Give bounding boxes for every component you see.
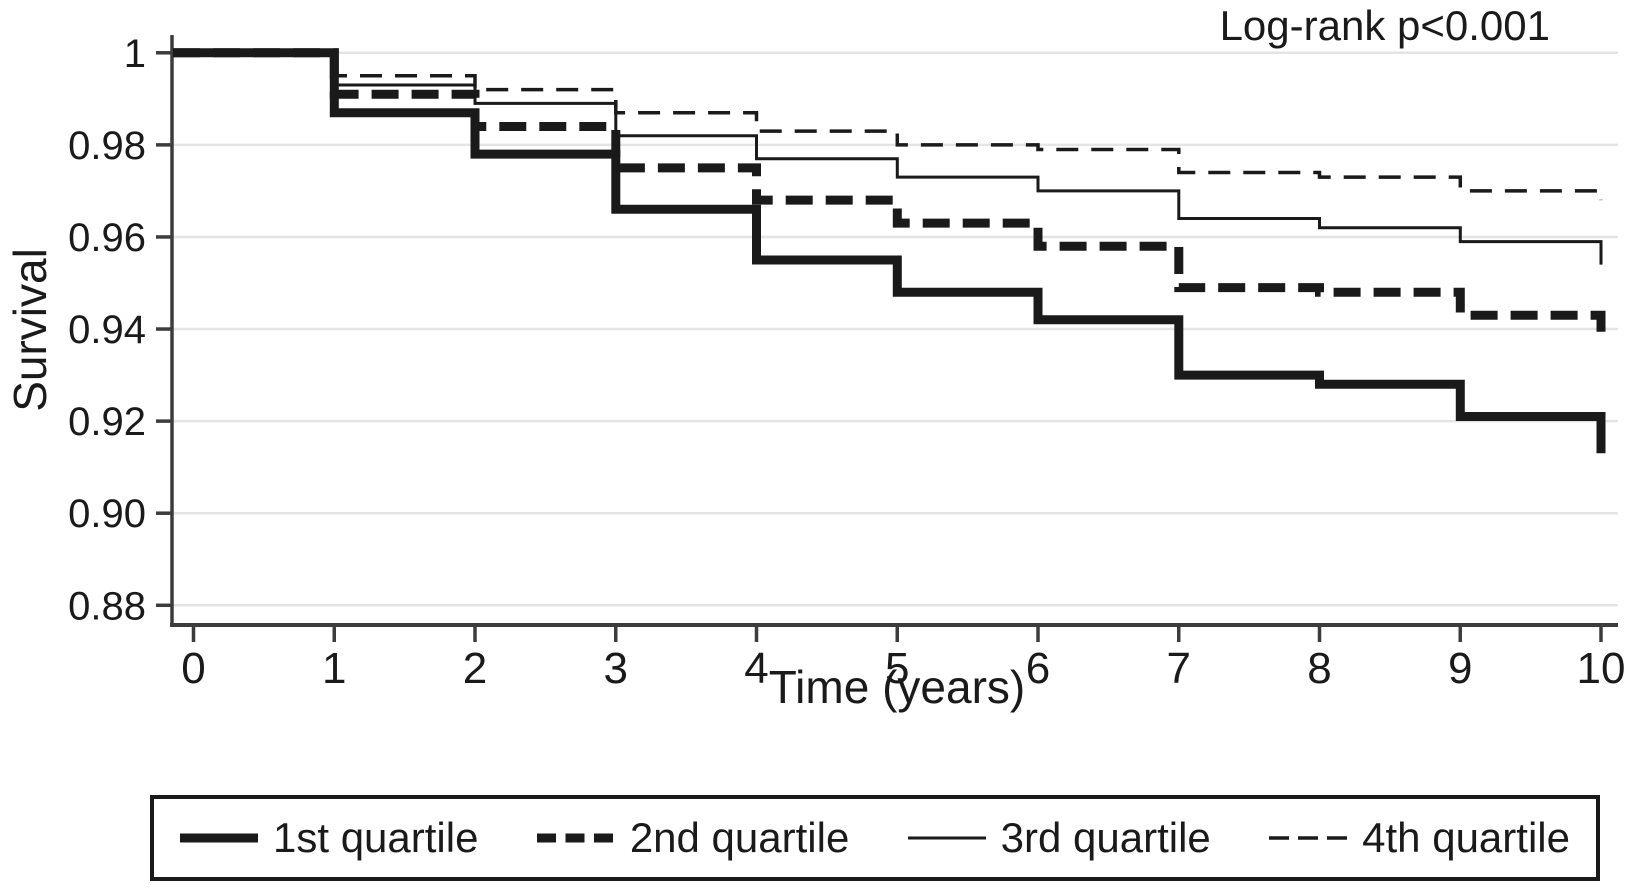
y-tick-label: 0.90	[68, 492, 146, 536]
legend-label: 2nd quartile	[629, 814, 850, 861]
x-tick-label: 8	[1307, 644, 1331, 693]
legend-item: 3rd quartile	[907, 814, 1211, 862]
x-tick-label: 1	[322, 644, 346, 693]
legend-label: 3rd quartile	[1000, 814, 1211, 861]
x-tick-label: 3	[604, 644, 628, 693]
x-tick-label: 6	[1026, 644, 1050, 693]
y-tick-label: 0.88	[68, 584, 146, 628]
thin-solid-line-swatch	[907, 836, 986, 840]
x-tick-label: 4	[744, 644, 768, 693]
x-tick-label: 9	[1448, 644, 1472, 693]
legend-label: 4th quartile	[1362, 814, 1570, 861]
legend-item: 4th quartile	[1269, 814, 1570, 862]
y-tick-label: 0.96	[68, 216, 146, 260]
y-axis-title: Survival	[4, 248, 56, 412]
thick-dashed-line-swatch	[536, 833, 615, 843]
legend-item: 1st quartile	[180, 814, 478, 862]
series-path-3rd-quartile	[173, 51, 1603, 265]
y-tick-label: 1	[124, 32, 146, 76]
log-rank-annotation: Log-rank p<0.001	[1219, 2, 1550, 49]
x-tick-label: 10	[1577, 644, 1626, 693]
x-tick-label: 7	[1167, 644, 1191, 693]
legend-item: 2nd quartile	[536, 814, 850, 862]
thick-solid-line-swatch	[180, 833, 258, 843]
y-tick-label: 0.92	[68, 400, 146, 444]
series-path-2nd-quartile	[173, 48, 1606, 343]
x-tick-label: 0	[181, 644, 205, 693]
legend-label: 1st quartile	[273, 814, 479, 861]
x-axis-title: Time (years)	[768, 661, 1026, 713]
x-tick-label: 2	[463, 644, 487, 693]
legend: 1st quartile 2nd quartile 3rd quartile 4th …	[150, 795, 1600, 881]
y-tick-label: 0.98	[68, 124, 146, 168]
thin-dashed-line-swatch	[1269, 836, 1348, 840]
x-tick-label: 5	[885, 644, 909, 693]
series-path-1st-quartile	[173, 48, 1606, 454]
series-path-4th-quartile	[173, 51, 1603, 201]
y-tick-label: 0.94	[68, 308, 146, 352]
